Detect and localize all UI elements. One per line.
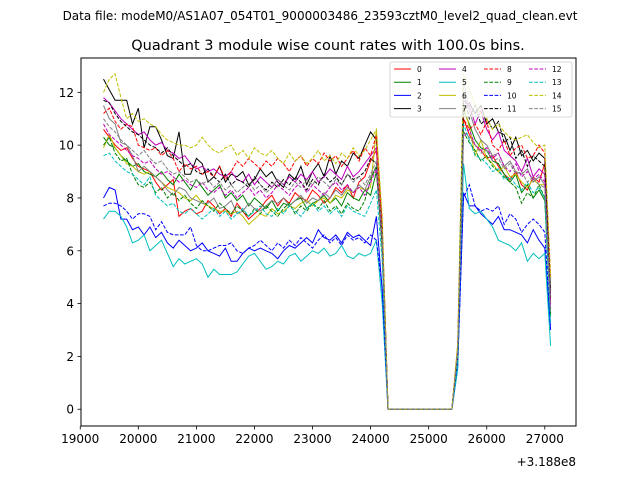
legend-label: 3 xyxy=(417,105,422,114)
series-line-5 xyxy=(103,163,552,410)
legend-label: 4 xyxy=(462,65,467,74)
legend-item-2: 2 xyxy=(394,91,422,100)
y-tick-label: 8 xyxy=(66,191,74,205)
legend-label: 1 xyxy=(417,78,422,87)
legend-item-0: 0 xyxy=(394,65,422,74)
legend-label: 7 xyxy=(462,105,467,114)
y-tick-label: 12 xyxy=(59,86,74,100)
legend-label: 8 xyxy=(507,65,512,74)
legend-label: 12 xyxy=(552,65,562,74)
legend-label: 13 xyxy=(552,78,562,87)
legend-item-7: 7 xyxy=(439,105,467,114)
x-axis: 19000 20000 21000 22000 23000 24000 25000 26000… xyxy=(61,426,564,446)
series-line-10 xyxy=(103,183,552,410)
y-tick-label: 10 xyxy=(59,139,74,153)
legend-label: 14 xyxy=(552,91,562,100)
chart-title: Quadrant 3 module wise count rates with … xyxy=(131,38,525,54)
legend-item-9: 9 xyxy=(484,78,512,87)
legend-item-3: 3 xyxy=(394,105,422,114)
legend-label: 11 xyxy=(507,105,517,114)
x-tick-label: 26000 xyxy=(468,432,506,446)
legend-item-4: 4 xyxy=(439,65,467,74)
legend-label: 5 xyxy=(462,78,467,87)
legend-item-13: 13 xyxy=(529,78,562,87)
y-tick-label: 0 xyxy=(66,403,74,417)
chart-suptitle: Data file: modeM0/AS1A07_054T01_90000034… xyxy=(63,9,578,23)
legend-item-10: 10 xyxy=(484,91,517,100)
legend-item-1: 1 xyxy=(394,78,422,87)
x-tick-label: 23000 xyxy=(293,432,331,446)
series-line-7 xyxy=(103,79,552,410)
series-line-9 xyxy=(103,130,552,410)
legend-label: 10 xyxy=(507,91,517,100)
x-offset-label: +3.188e8 xyxy=(517,455,576,469)
series-line-12 xyxy=(103,123,552,410)
x-tick-label: 21000 xyxy=(177,432,215,446)
x-tick-label: 27000 xyxy=(526,432,564,446)
legend-label: 15 xyxy=(552,105,562,114)
series-line-13 xyxy=(103,123,552,410)
legend-item-5: 5 xyxy=(439,78,467,87)
x-tick-label: 19000 xyxy=(61,432,99,446)
x-tick-label: 24000 xyxy=(352,432,390,446)
legend-label: 2 xyxy=(417,91,422,100)
axes-frame xyxy=(80,57,577,427)
legend-item-12: 12 xyxy=(529,65,562,74)
legend-item-6: 6 xyxy=(439,91,467,100)
series-line-4 xyxy=(103,97,552,410)
y-tick-label: 4 xyxy=(66,297,74,311)
legend-label: 9 xyxy=(507,78,512,87)
series-line-6 xyxy=(103,105,552,410)
x-tick-label: 20000 xyxy=(119,432,157,446)
legend-label: 0 xyxy=(417,65,422,74)
x-tick-label: 25000 xyxy=(410,432,448,446)
series-line-11 xyxy=(103,92,552,410)
series-line-1 xyxy=(103,110,552,410)
y-tick-label: 6 xyxy=(66,244,74,258)
legend-item-14: 14 xyxy=(529,91,562,100)
series-line-15 xyxy=(103,118,552,410)
legend-item-15: 15 xyxy=(529,105,562,114)
series-line-8 xyxy=(103,107,552,410)
legend-item-8: 8 xyxy=(484,65,512,74)
legend-item-11: 11 xyxy=(484,105,517,114)
x-tick-label: 22000 xyxy=(235,432,273,446)
legend-box xyxy=(389,61,573,118)
legend-label: 6 xyxy=(462,91,467,100)
y-axis: 0 2 4 6 8 10 12 xyxy=(59,86,81,417)
y-tick-label: 2 xyxy=(66,350,74,364)
